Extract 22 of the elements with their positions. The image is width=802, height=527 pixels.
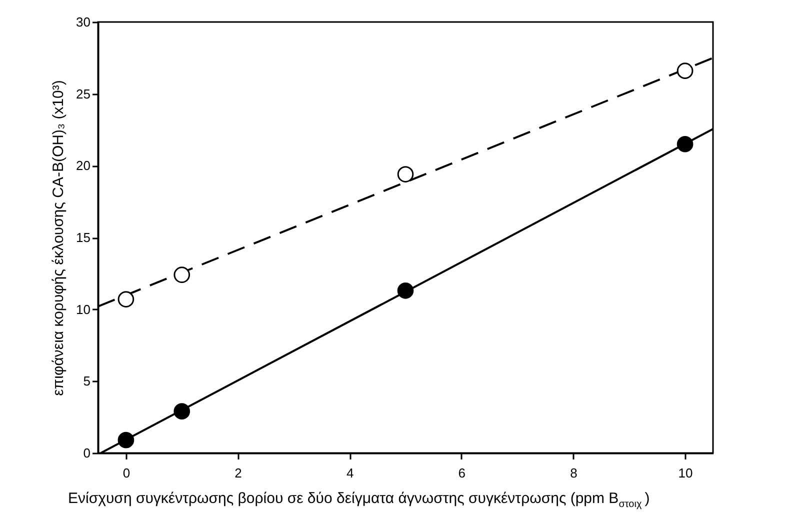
point <box>174 403 190 420</box>
x-tick-label: 8 <box>570 466 578 480</box>
y-tick-label: 30 <box>76 14 90 30</box>
point <box>174 266 190 284</box>
y-tick-label: 25 <box>76 86 90 102</box>
point <box>676 136 694 152</box>
x-tick-label: 6 <box>458 466 466 480</box>
point <box>118 432 134 448</box>
point <box>118 291 134 308</box>
point <box>397 282 414 299</box>
y-tick-label: 0 <box>83 446 90 460</box>
x-tick-label: 0 <box>122 466 130 480</box>
y-tick-label: 15 <box>76 230 90 245</box>
point <box>676 62 694 79</box>
y-tick-label: 10 <box>76 302 90 317</box>
x-tick-label: 4 <box>346 466 354 480</box>
x-tick-label: 10 <box>678 466 693 480</box>
y-tick-label: 20 <box>76 158 90 174</box>
y-axis-title: επιφάνεια κορυφής έκλουσης CA-B(OH)₃ (x10³) <box>50 80 68 396</box>
point <box>397 166 414 182</box>
y-tick-label: 5 <box>83 374 90 389</box>
x-tick-label: 2 <box>234 466 242 480</box>
